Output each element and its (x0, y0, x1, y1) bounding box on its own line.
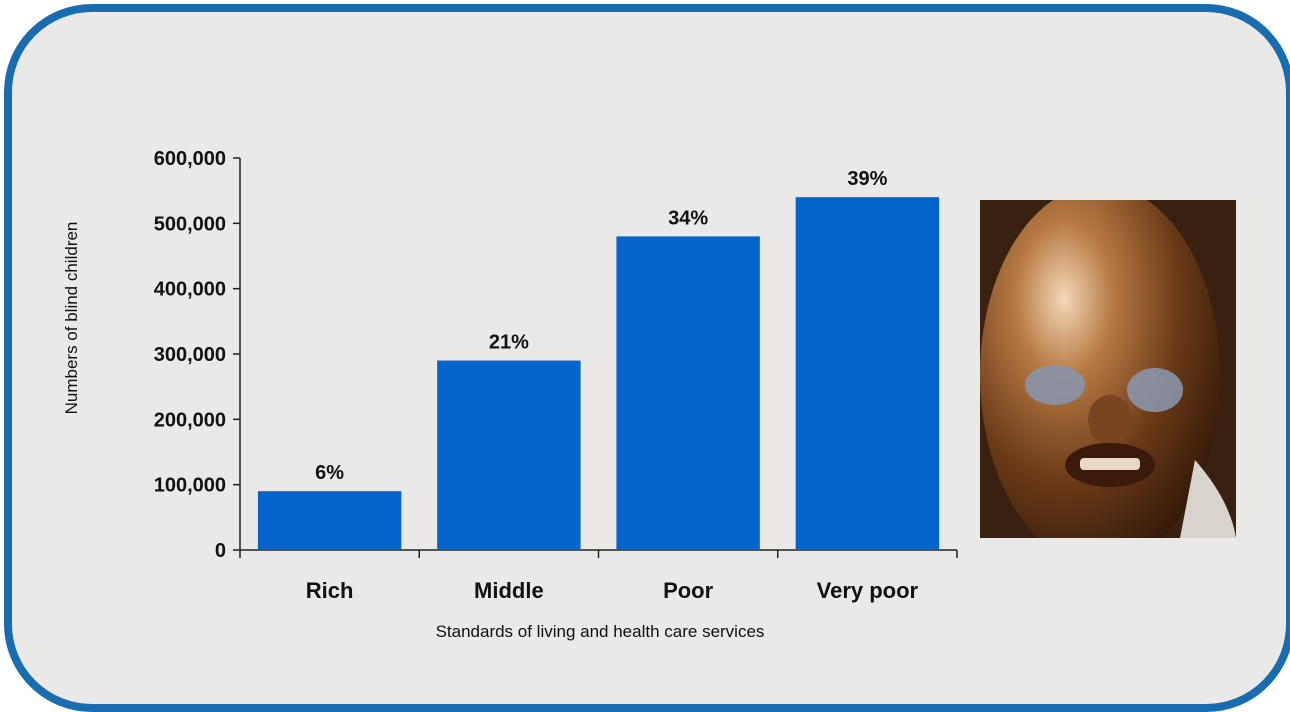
y-tick-label: 400,000 (154, 279, 226, 301)
y-tick-label: 100,000 (154, 475, 226, 497)
x-tick-label: Poor (663, 578, 714, 603)
x-tick-label: Very poor (817, 578, 919, 603)
bar-data-label: 39% (847, 168, 887, 190)
y-tick-label: 300,000 (154, 344, 226, 366)
bar (795, 197, 940, 550)
x-axis-title: Standards of living and health care serv… (436, 622, 765, 641)
child-photo (980, 185, 1236, 565)
y-tick-label: 0 (215, 540, 226, 562)
y-axis-title: Numbers of blind children (62, 222, 81, 415)
x-tick-label: Rich (306, 578, 354, 603)
bar-data-label: 21% (489, 332, 529, 354)
bar (257, 491, 402, 550)
x-tick-label: Middle (474, 578, 544, 603)
y-tick-label: 500,000 (154, 213, 226, 235)
y-tick-label: 600,000 (154, 148, 226, 170)
bar (616, 236, 760, 550)
bar-data-label: 34% (668, 207, 708, 229)
bar (437, 360, 581, 550)
bar-data-label: 6% (315, 462, 344, 484)
y-tick-label: 200,000 (154, 409, 226, 431)
